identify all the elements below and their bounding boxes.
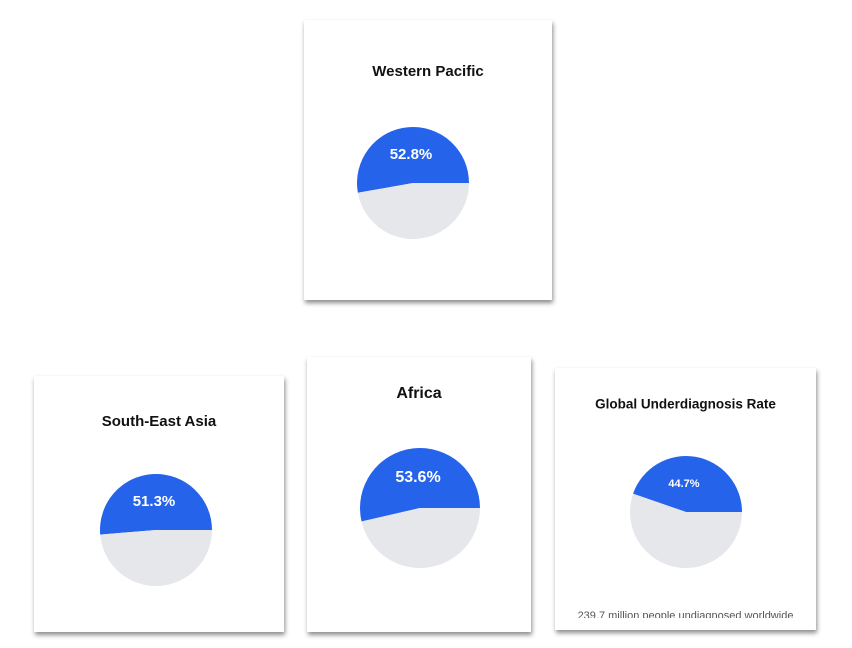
pie-slice	[360, 448, 480, 522]
chart-card: Africa 53.6%	[307, 357, 531, 632]
pie-slice	[100, 530, 212, 587]
value-label: 53.6%	[395, 469, 440, 486]
pie-slice	[357, 183, 469, 239]
pie-slice	[629, 493, 742, 568]
chart-title: Western Pacific	[372, 63, 483, 80]
pie-slice	[361, 508, 480, 568]
value-label: 52.8%	[390, 146, 433, 163]
pie-slice	[356, 126, 469, 193]
chart-card: South-East Asia 51.3%	[34, 376, 284, 632]
value-label: 44.7%	[668, 478, 699, 490]
chart-title: South-East Asia	[102, 413, 217, 430]
chart-card: Western Pacific 52.8%	[304, 20, 552, 300]
chart-card: Global Underdiagnosis Rate 44.7% 239.7 mil…	[555, 368, 816, 630]
chart-title: Africa	[396, 385, 441, 402]
footnote: 239.7 million people undiagnosed worldwi…	[578, 610, 794, 622]
value-label: 51.3%	[133, 493, 176, 510]
chart-title: Global Underdiagnosis Rate	[595, 397, 776, 412]
pie-slice	[100, 474, 212, 535]
pie-slice	[633, 455, 743, 512]
